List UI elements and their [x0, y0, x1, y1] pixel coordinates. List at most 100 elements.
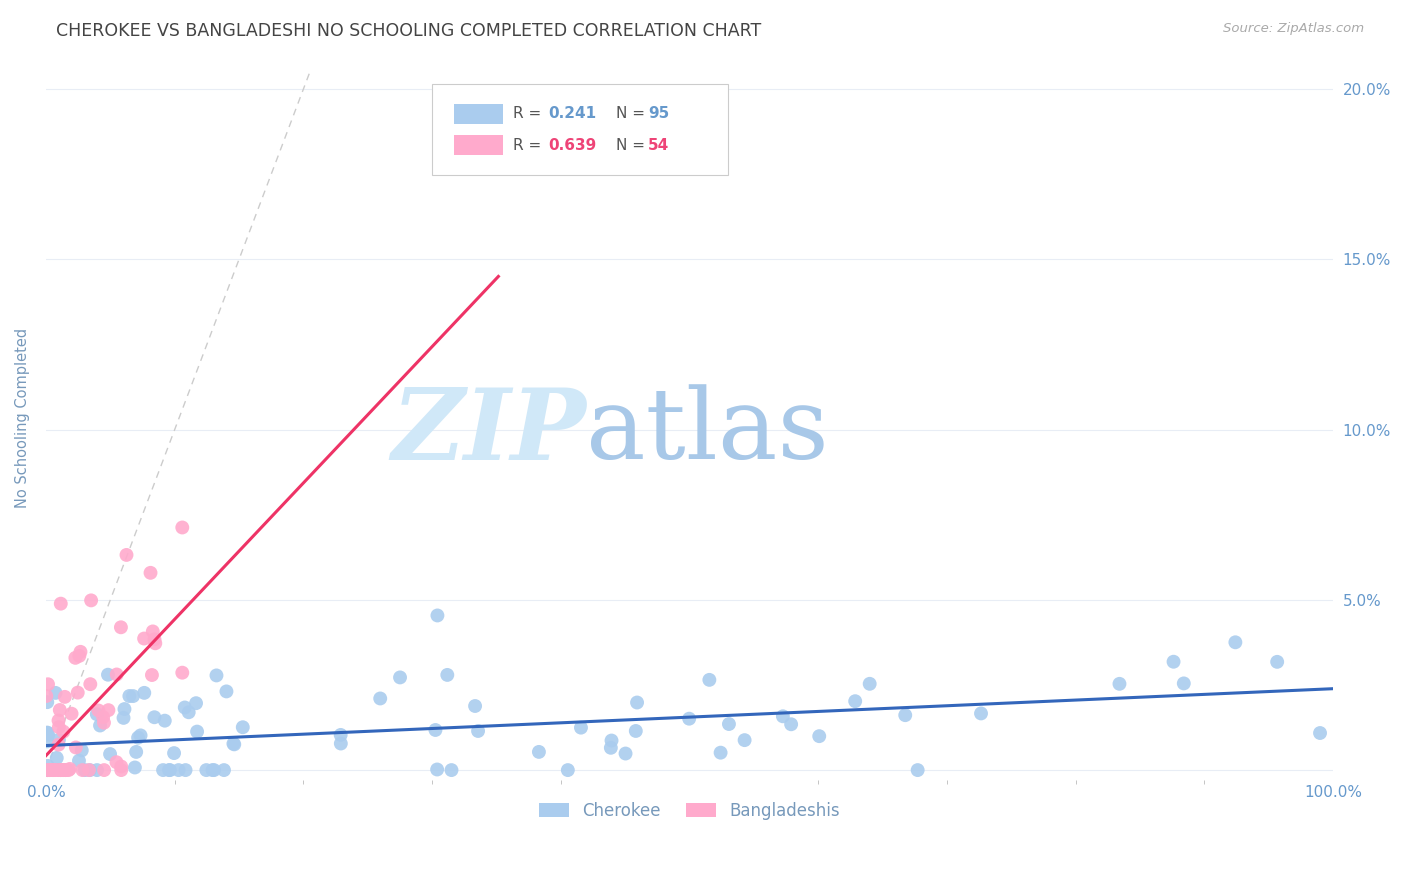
Point	[53, 763, 76, 777]
Point	[224, 737, 246, 751]
Point	[49, 703, 72, 717]
Point	[105, 755, 128, 769]
Point	[37, 695, 59, 709]
Point	[467, 723, 489, 738]
Bar	[454, 103, 503, 124]
Point	[35, 763, 58, 777]
Point	[89, 718, 111, 732]
Point	[699, 673, 721, 687]
Point	[49, 763, 72, 777]
Point	[163, 746, 186, 760]
Bar	[454, 135, 503, 155]
Point	[186, 724, 208, 739]
Point	[37, 726, 59, 740]
Point	[60, 706, 83, 721]
Point	[55, 763, 77, 777]
Point	[37, 763, 59, 777]
Point	[105, 667, 128, 681]
Point	[44, 763, 66, 777]
Point	[37, 728, 59, 742]
Point	[894, 708, 917, 723]
Point	[38, 763, 60, 777]
Point	[79, 677, 101, 691]
Point	[97, 703, 120, 717]
Point	[1225, 635, 1247, 649]
Text: ZIP: ZIP	[391, 384, 586, 481]
Point	[118, 689, 141, 703]
Point	[859, 677, 882, 691]
Point	[59, 762, 82, 776]
Point	[66, 685, 89, 699]
Point	[970, 706, 993, 721]
Point	[201, 763, 224, 777]
Point	[464, 698, 486, 713]
Point	[122, 689, 145, 703]
Text: N =: N =	[616, 137, 645, 153]
Point	[389, 670, 412, 684]
Point	[52, 763, 75, 777]
Point	[440, 763, 463, 777]
Text: atlas: atlas	[586, 384, 830, 480]
Point	[37, 763, 59, 777]
Point	[49, 597, 72, 611]
Point	[48, 714, 70, 728]
Point	[626, 696, 648, 710]
Point	[153, 714, 176, 728]
Point	[37, 677, 59, 691]
Point	[39, 763, 62, 777]
Point	[678, 712, 700, 726]
Point	[844, 694, 866, 708]
Point	[37, 725, 59, 739]
Point	[91, 710, 114, 724]
Point	[80, 593, 103, 607]
Point	[114, 702, 136, 716]
Point	[127, 731, 149, 745]
Point	[152, 763, 174, 777]
Point	[143, 636, 166, 650]
Point	[41, 763, 63, 777]
Point	[110, 759, 132, 773]
Text: 95: 95	[648, 106, 669, 121]
Point	[37, 763, 59, 777]
Point	[38, 763, 60, 777]
Point	[35, 689, 58, 703]
Point	[45, 686, 67, 700]
Point	[53, 690, 76, 704]
Point	[222, 737, 245, 751]
Point	[195, 763, 218, 777]
Point	[49, 763, 72, 777]
Point	[69, 645, 91, 659]
Point	[87, 703, 110, 717]
Point	[49, 763, 72, 777]
Text: Source: ZipAtlas.com: Source: ZipAtlas.com	[1223, 22, 1364, 36]
Legend: Cherokee, Bangladeshis: Cherokee, Bangladeshis	[533, 795, 846, 826]
Point	[125, 745, 148, 759]
Point	[65, 740, 87, 755]
Point	[67, 648, 90, 663]
Text: R =: R =	[513, 137, 541, 153]
Text: N =: N =	[616, 106, 645, 121]
Point	[527, 745, 550, 759]
Point	[110, 620, 132, 634]
Point	[65, 650, 87, 665]
Point	[143, 710, 166, 724]
Point	[329, 728, 352, 742]
Point	[232, 720, 254, 734]
Text: R =: R =	[513, 106, 541, 121]
Point	[734, 733, 756, 747]
Point	[143, 632, 166, 647]
Point	[93, 763, 115, 777]
Point	[174, 763, 197, 777]
Point	[42, 763, 65, 777]
Point	[142, 624, 165, 639]
Point	[129, 728, 152, 742]
Point	[67, 754, 90, 768]
Point	[1173, 676, 1195, 690]
Point	[45, 751, 67, 765]
Point	[599, 740, 621, 755]
Point	[624, 723, 647, 738]
Point	[98, 747, 121, 761]
Point	[557, 763, 579, 777]
Point	[86, 763, 108, 777]
Point	[907, 763, 929, 777]
